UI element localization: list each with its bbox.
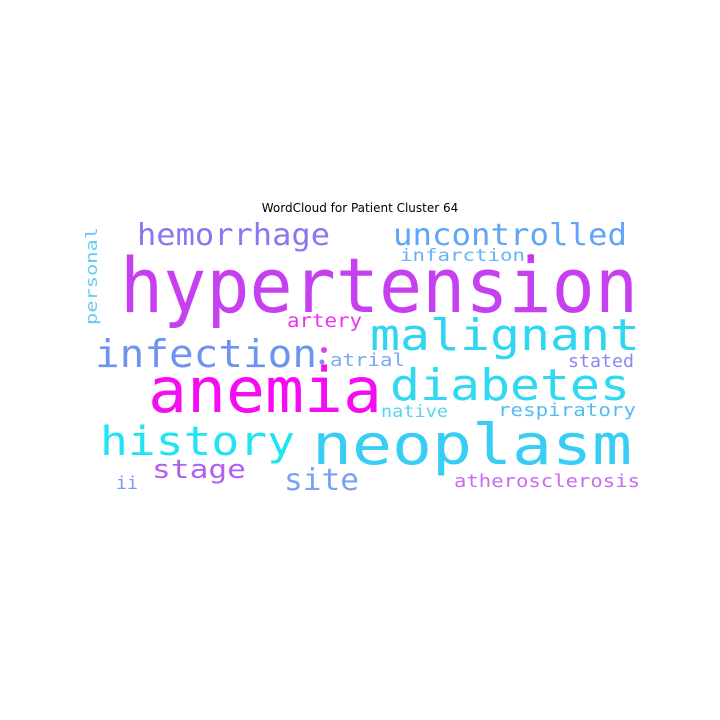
word-anemia: anemia (148, 354, 382, 427)
word-diabetes: diabetes (390, 360, 630, 411)
word-infarction: infarction (400, 246, 525, 266)
word-malignant: malignant (370, 310, 640, 361)
word-infection: infection (95, 332, 317, 376)
word-hemorrhage: hemorrhage (137, 218, 330, 253)
word-atrial: atrial (330, 350, 405, 371)
word-hypertension: hypertension (120, 241, 638, 330)
word-stage: stage (152, 455, 246, 485)
dot-mark (321, 347, 327, 353)
word-artery: artery (287, 310, 362, 332)
word-stated: stated (568, 351, 634, 372)
word-atherosclerosis: atherosclerosis (454, 471, 640, 492)
word-respiratory: respiratory (498, 400, 636, 421)
dot-mark (319, 359, 325, 365)
word-history: history (100, 419, 295, 465)
word-personal: personal (82, 227, 101, 325)
word-native: native (381, 402, 448, 422)
chart-title: WordCloud for Patient Cluster 64 (261, 201, 459, 215)
word-ii: ii (116, 473, 138, 494)
dot-mark (528, 254, 534, 260)
word-neoplasm: neoplasm (312, 413, 632, 478)
word-uncontrolled: uncontrolled (393, 218, 627, 253)
word-site: site (284, 463, 359, 498)
